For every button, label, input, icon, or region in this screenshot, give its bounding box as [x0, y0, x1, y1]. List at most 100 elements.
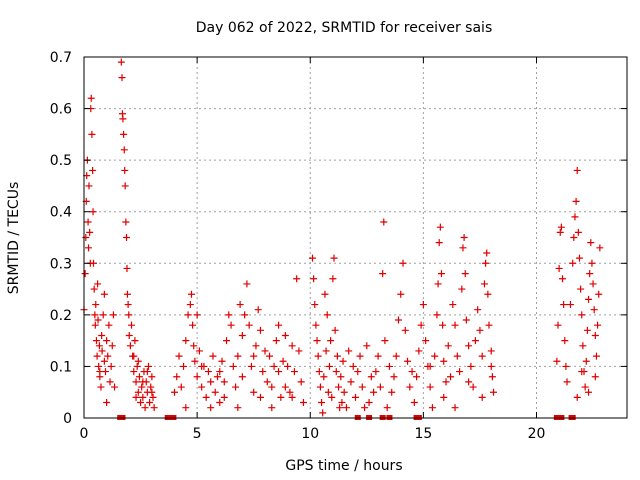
data-point [130, 352, 138, 360]
data-point [173, 373, 181, 381]
data-point [98, 347, 106, 355]
data-point [207, 378, 215, 386]
data-point [213, 373, 221, 381]
data-point [410, 399, 418, 407]
data-point [592, 352, 600, 360]
data-point [107, 362, 115, 370]
data-point [148, 388, 156, 396]
data-point [99, 311, 107, 319]
data-point [132, 378, 140, 386]
data-point [573, 166, 581, 174]
data-point [198, 383, 206, 391]
data-point [456, 368, 464, 376]
data-point [467, 362, 475, 370]
y-tick-label: 0.1 [50, 359, 72, 375]
data-point [93, 352, 101, 360]
chart-title: Day 062 of 2022, SRMTID for receiver sai… [196, 20, 492, 36]
data-point [100, 290, 108, 298]
data-point [332, 368, 340, 376]
data-point [144, 362, 152, 370]
data-point [422, 337, 430, 345]
data-point [590, 306, 598, 314]
data-point [272, 337, 280, 345]
data-point [310, 275, 318, 283]
data-point [385, 362, 393, 370]
data-point [119, 115, 127, 123]
data-point [146, 399, 154, 407]
data-point [434, 280, 442, 288]
data-point [234, 352, 242, 360]
data-point [202, 393, 210, 401]
data-point [388, 388, 396, 396]
data-point [589, 280, 597, 288]
data-point [487, 347, 495, 355]
data-point [128, 321, 136, 329]
data-point [383, 404, 391, 412]
data-point [90, 259, 98, 267]
data-point [588, 259, 596, 267]
data-point [435, 239, 443, 247]
data-point [268, 404, 276, 412]
data-point [323, 311, 331, 319]
data-point [182, 404, 190, 412]
data-point [320, 373, 328, 381]
data-point [321, 290, 329, 298]
data-point [225, 311, 233, 319]
data-point [216, 368, 224, 376]
data-point [263, 378, 271, 386]
data-point [190, 342, 198, 350]
data-point [104, 352, 112, 360]
data-point [89, 166, 97, 174]
data-point [575, 254, 583, 262]
data-point [478, 393, 486, 401]
data-point [180, 362, 188, 370]
data-point [583, 326, 591, 334]
data-point [553, 357, 561, 365]
data-point [431, 352, 439, 360]
data-point [286, 388, 294, 396]
data-point [559, 275, 567, 283]
data-point [191, 357, 199, 365]
data-point [345, 347, 353, 355]
data-point [290, 368, 298, 376]
data-point [250, 352, 258, 360]
data-point [299, 399, 307, 407]
data-point [484, 290, 492, 298]
data-point [316, 383, 324, 391]
data-point [460, 234, 468, 241]
data-point [91, 321, 99, 329]
data-point [250, 388, 258, 396]
data-point [363, 342, 371, 350]
data-point [275, 321, 283, 329]
data-point [413, 373, 421, 381]
data-point [193, 373, 201, 381]
data-point [394, 316, 402, 324]
data-point [123, 234, 131, 241]
data-point [328, 393, 336, 401]
data-point [447, 373, 455, 381]
data-point [243, 280, 251, 288]
data-point [461, 270, 469, 278]
data-point [557, 223, 565, 231]
data-point [186, 301, 194, 309]
data-point [187, 290, 195, 298]
data-point [569, 259, 577, 267]
data-point [574, 228, 582, 236]
data-point [347, 378, 355, 386]
data-point [408, 368, 416, 376]
data-point [204, 368, 212, 376]
data-point [327, 337, 335, 345]
data-point [554, 321, 562, 329]
data-point [595, 290, 603, 298]
data-point [342, 404, 350, 412]
data-point [335, 383, 343, 391]
data-point [85, 182, 93, 190]
data-point [171, 388, 178, 396]
data-point [419, 301, 427, 309]
data-point [591, 331, 599, 339]
data-point [596, 244, 604, 252]
data-point [482, 259, 490, 267]
data-point [453, 352, 461, 360]
data-point [376, 383, 384, 391]
data-point [585, 295, 593, 303]
